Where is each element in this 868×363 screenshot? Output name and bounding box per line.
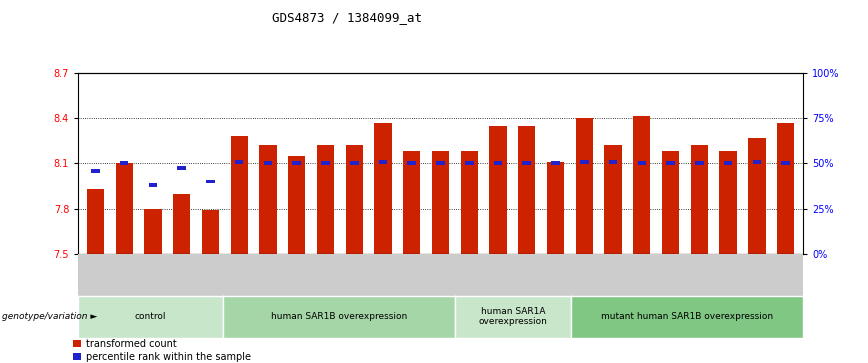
- Bar: [580, 160, 589, 164]
- Bar: [91, 169, 100, 173]
- Bar: [177, 166, 186, 170]
- Bar: [288, 156, 306, 254]
- Bar: [608, 160, 617, 164]
- Bar: [378, 160, 387, 164]
- Bar: [575, 118, 593, 254]
- Text: control: control: [135, 312, 167, 321]
- Bar: [753, 160, 761, 164]
- Bar: [264, 161, 273, 165]
- Bar: [432, 151, 449, 254]
- Bar: [523, 161, 531, 165]
- Bar: [494, 161, 503, 165]
- Bar: [120, 161, 128, 165]
- Bar: [144, 209, 161, 254]
- Bar: [604, 145, 621, 254]
- Bar: [87, 189, 104, 254]
- Text: GDS4873 / 1384099_at: GDS4873 / 1384099_at: [273, 11, 422, 24]
- Bar: [148, 183, 157, 187]
- Bar: [293, 161, 301, 165]
- Bar: [403, 151, 420, 254]
- Bar: [321, 161, 330, 165]
- Text: human SAR1B overexpression: human SAR1B overexpression: [271, 312, 407, 321]
- Bar: [518, 126, 536, 254]
- Bar: [551, 161, 560, 165]
- Bar: [201, 210, 219, 254]
- Bar: [350, 161, 358, 165]
- Text: mutant human SAR1B overexpression: mutant human SAR1B overexpression: [601, 312, 773, 321]
- Bar: [173, 193, 190, 254]
- Bar: [374, 122, 391, 254]
- Bar: [437, 161, 444, 165]
- Bar: [691, 145, 708, 254]
- Bar: [724, 161, 733, 165]
- Bar: [547, 162, 564, 254]
- Bar: [637, 161, 646, 165]
- Bar: [777, 122, 794, 254]
- Bar: [345, 145, 363, 254]
- Bar: [260, 145, 277, 254]
- Bar: [231, 136, 247, 254]
- Bar: [695, 161, 704, 165]
- Bar: [461, 151, 478, 254]
- Legend: transformed count, percentile rank within the sample: transformed count, percentile rank withi…: [69, 335, 255, 363]
- Bar: [465, 161, 474, 165]
- Bar: [206, 179, 214, 183]
- Text: genotype/variation ►: genotype/variation ►: [2, 312, 97, 321]
- Bar: [115, 163, 133, 254]
- Bar: [235, 160, 244, 164]
- Bar: [490, 126, 507, 254]
- Bar: [317, 145, 334, 254]
- Bar: [748, 138, 766, 254]
- Bar: [662, 151, 680, 254]
- Bar: [634, 117, 650, 254]
- Bar: [720, 151, 737, 254]
- Text: human SAR1A
overexpression: human SAR1A overexpression: [478, 307, 548, 326]
- Bar: [781, 161, 790, 165]
- Bar: [667, 161, 675, 165]
- Bar: [407, 161, 416, 165]
